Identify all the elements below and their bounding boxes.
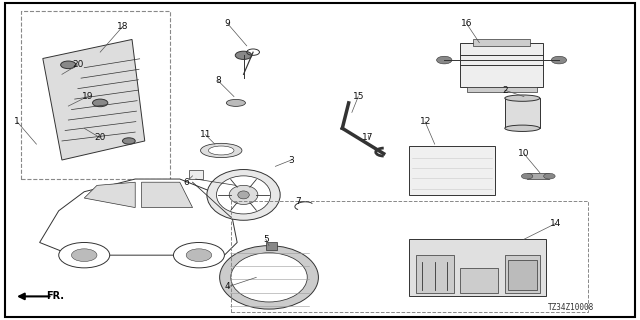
Text: 8: 8 <box>215 76 221 85</box>
Circle shape <box>551 56 566 64</box>
Circle shape <box>59 243 109 268</box>
Text: 15: 15 <box>353 92 364 101</box>
Text: TZ34Z10008: TZ34Z10008 <box>548 303 594 312</box>
Ellipse shape <box>200 143 242 158</box>
Text: 7: 7 <box>295 197 301 206</box>
Circle shape <box>93 99 108 107</box>
Circle shape <box>72 249 97 261</box>
Text: 9: 9 <box>225 19 230 28</box>
Bar <box>409 239 546 296</box>
Text: 16: 16 <box>461 19 472 28</box>
Bar <box>467 87 537 92</box>
Ellipse shape <box>505 95 540 101</box>
Bar <box>415 255 454 293</box>
Ellipse shape <box>231 253 307 302</box>
Polygon shape <box>43 39 145 160</box>
Text: 20: 20 <box>95 133 106 142</box>
Bar <box>508 260 537 290</box>
Bar <box>266 243 277 251</box>
Text: 14: 14 <box>550 219 561 228</box>
Circle shape <box>236 51 252 60</box>
Polygon shape <box>84 182 135 208</box>
Bar <box>189 170 204 179</box>
Circle shape <box>186 249 212 261</box>
Bar <box>505 98 540 128</box>
Circle shape <box>543 173 555 179</box>
Polygon shape <box>141 182 193 208</box>
Bar <box>460 268 499 293</box>
Circle shape <box>61 61 76 69</box>
Ellipse shape <box>216 176 271 214</box>
Ellipse shape <box>220 246 319 309</box>
Ellipse shape <box>505 125 540 132</box>
Text: 17: 17 <box>362 133 374 142</box>
Ellipse shape <box>238 191 249 199</box>
Bar <box>231 201 588 312</box>
Bar <box>527 173 549 179</box>
Ellipse shape <box>209 146 234 155</box>
Text: 10: 10 <box>518 149 530 158</box>
Circle shape <box>436 56 452 64</box>
Text: 11: 11 <box>200 130 211 139</box>
Circle shape <box>122 138 135 144</box>
Text: 2: 2 <box>502 86 508 95</box>
Text: 20: 20 <box>72 60 84 69</box>
Bar <box>460 43 543 87</box>
Text: 5: 5 <box>263 235 269 244</box>
Circle shape <box>522 173 533 179</box>
Bar <box>409 146 495 195</box>
Ellipse shape <box>207 170 280 220</box>
Text: 4: 4 <box>225 282 230 292</box>
Bar <box>473 39 531 46</box>
Bar <box>505 255 540 293</box>
Text: 6: 6 <box>183 178 189 187</box>
Ellipse shape <box>227 100 246 106</box>
Text: 12: 12 <box>419 117 431 126</box>
Text: 3: 3 <box>289 156 294 164</box>
Text: 1: 1 <box>15 117 20 126</box>
Bar <box>20 11 170 179</box>
Polygon shape <box>40 179 237 255</box>
Circle shape <box>173 243 225 268</box>
Ellipse shape <box>229 185 258 204</box>
Text: 19: 19 <box>82 92 93 101</box>
Text: 18: 18 <box>116 22 128 31</box>
Text: FR.: FR. <box>46 292 64 301</box>
